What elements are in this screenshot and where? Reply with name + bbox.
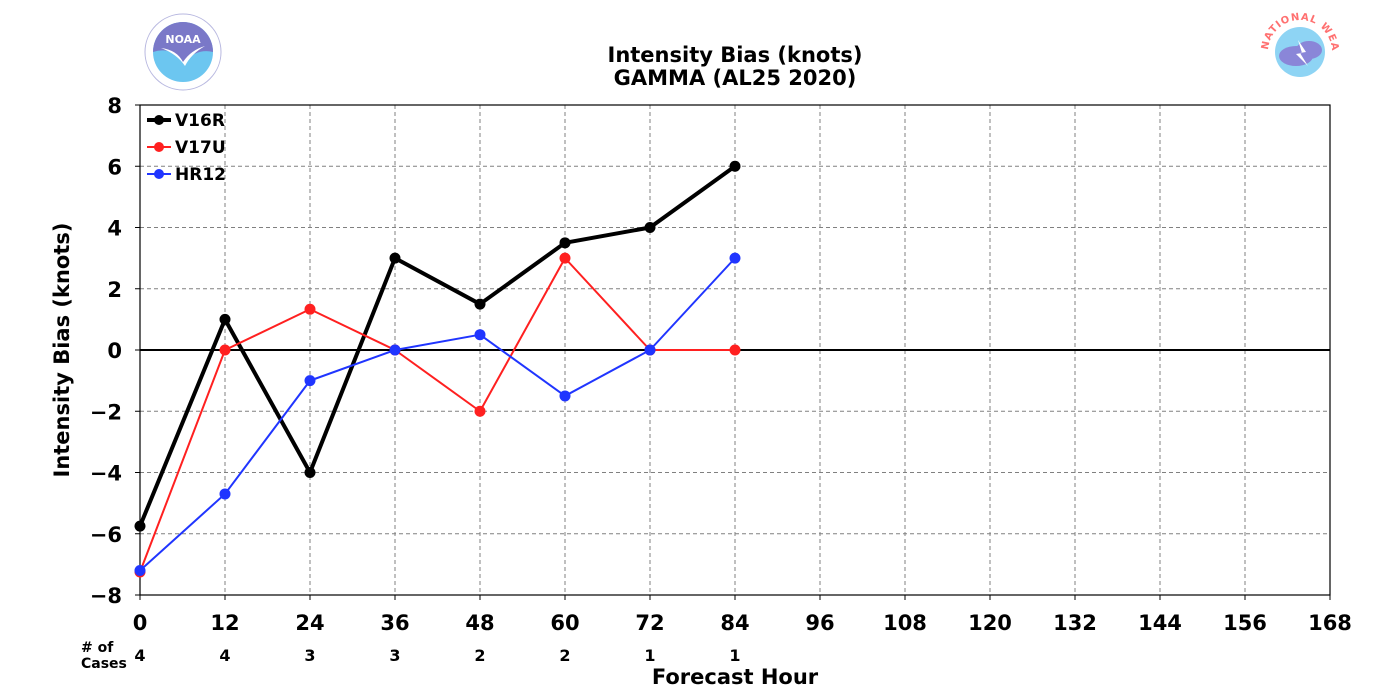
x-tick-label: 156 [1223, 611, 1267, 635]
data-point-hr12 [559, 390, 571, 402]
x-tick-label: 0 [133, 611, 148, 635]
x-tick-label: 60 [550, 611, 579, 635]
data-point-hr12 [729, 252, 741, 264]
y-tick-label: −6 [90, 523, 122, 547]
y-tick-label: 2 [107, 278, 122, 302]
y-tick-label: −2 [90, 400, 122, 424]
y-tick-label: 6 [107, 155, 122, 179]
chart-title: Intensity Bias (knots) [608, 43, 863, 67]
legend-label-v17u: V17U [175, 138, 226, 158]
legend-label-v16r: V16R [175, 111, 225, 131]
nws-logo: NATIONAL WEATHER SERVICE [1260, 12, 1339, 91]
y-axis-label: Intensity Bias (knots) [50, 223, 74, 478]
data-point-v16r [134, 520, 146, 532]
data-point-v17u [729, 344, 741, 356]
x-tick-label: 36 [380, 611, 409, 635]
x-tick-label: 48 [465, 611, 494, 635]
x-tick-label: 132 [1053, 611, 1097, 635]
x-tick-label: 12 [210, 611, 239, 635]
y-axis-ticks: −8 −6 −4 −2 0 2 4 6 8 [90, 94, 140, 608]
noaa-logo-text: NOAA [165, 33, 201, 46]
data-point-hr12 [304, 375, 316, 387]
data-point-v17u [219, 344, 231, 356]
y-tick-label: 8 [107, 94, 122, 118]
y-tick-label: −4 [90, 462, 122, 486]
x-axis-label: Forecast Hour [652, 665, 819, 689]
case-count: 2 [559, 646, 570, 665]
legend: V16R V17U HR12 [147, 111, 226, 185]
series-layer [134, 160, 741, 578]
legend-label-hr12: HR12 [175, 165, 226, 185]
noaa-logo: NOAA [144, 13, 222, 91]
x-tick-label: 108 [883, 611, 927, 635]
data-point-v16r [729, 160, 741, 172]
data-point-v16r [644, 222, 656, 233]
data-point-hr12 [134, 565, 146, 576]
data-point-v17u [474, 405, 486, 417]
data-point-v16r [219, 313, 231, 325]
x-tick-label: 24 [295, 611, 324, 635]
data-point-v16r [304, 467, 316, 478]
case-count: 1 [729, 646, 740, 665]
data-point-hr12 [644, 344, 656, 356]
series-line-v16r [138, 164, 737, 527]
cases-label-line2: Cases [81, 656, 127, 672]
x-tick-label: 144 [1138, 611, 1182, 635]
data-point-v16r [474, 298, 486, 310]
case-count: 4 [134, 646, 145, 665]
x-axis-ticks: 0 12 24 36 48 60 72 84 96 108 120 132 144 156 168 [133, 595, 1352, 635]
y-tick-label: 4 [107, 217, 122, 241]
chart-subtitle: GAMMA (AL25 2020) [614, 66, 857, 90]
x-tick-label: 120 [968, 611, 1012, 635]
case-count: 3 [304, 646, 315, 665]
x-tick-label: 168 [1308, 611, 1352, 635]
case-count: 3 [389, 646, 400, 665]
data-point-v17u [304, 303, 316, 315]
series-line-v17u [139, 257, 735, 573]
x-tick-label: 96 [805, 611, 834, 635]
legend-marker-v16r [154, 115, 164, 125]
data-point-hr12 [219, 488, 231, 500]
cases-label-line1: # of [81, 640, 114, 656]
y-tick-label: 0 [107, 339, 122, 363]
legend-marker-v17u [154, 142, 164, 152]
data-point-hr12 [474, 329, 486, 341]
data-point-v17u [559, 252, 571, 264]
legend-marker-hr12 [154, 169, 164, 179]
y-tick-label: −8 [90, 584, 122, 608]
cases-row: 4 4 3 3 2 2 1 1 [134, 646, 740, 665]
case-count: 2 [474, 646, 485, 665]
data-point-v16r [559, 237, 571, 249]
data-point-v16r [389, 252, 401, 264]
case-count: 4 [219, 646, 230, 665]
series-line-hr12 [139, 257, 736, 572]
x-tick-label: 84 [720, 611, 749, 635]
x-tick-label: 72 [635, 611, 664, 635]
case-count: 1 [644, 646, 655, 665]
data-point-hr12 [389, 344, 401, 356]
